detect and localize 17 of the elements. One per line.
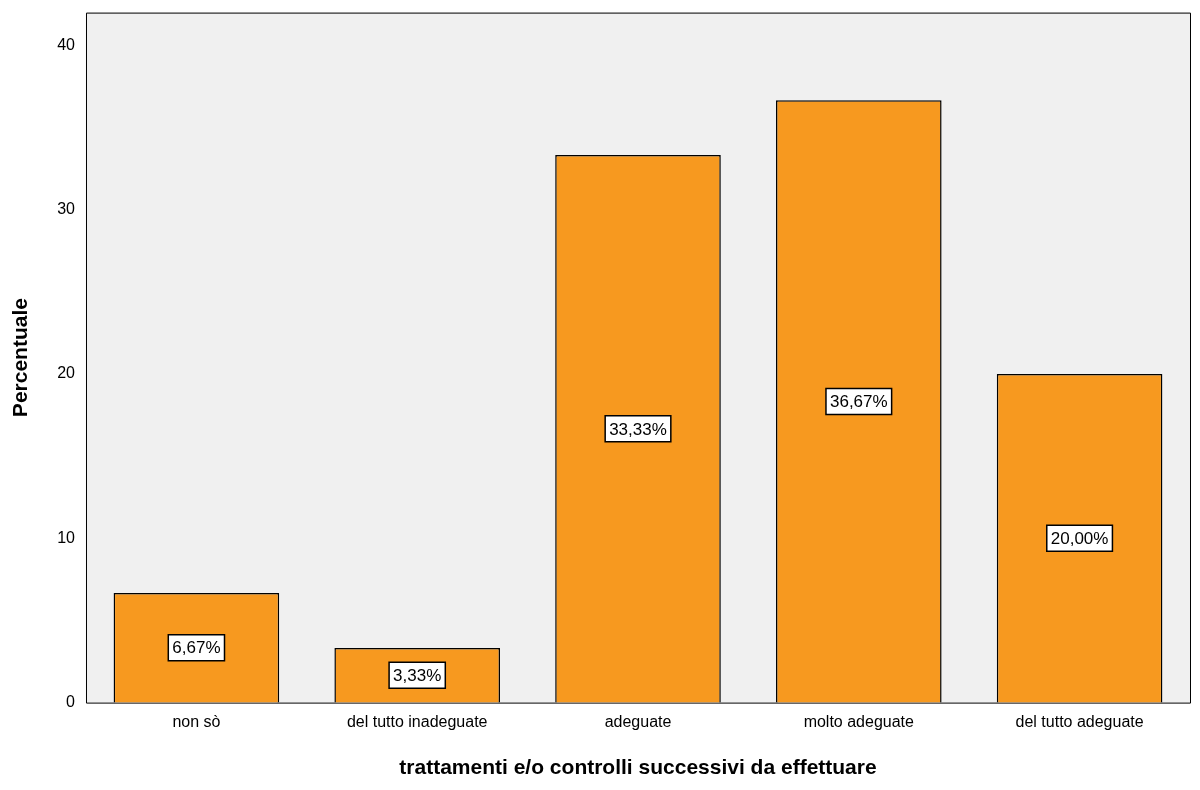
data-label: 36,67%	[829, 392, 888, 412]
x-tick-label: molto adeguate	[803, 712, 915, 730]
y-tick-label: 0	[66, 693, 76, 711]
x-tick-label: del tutto adeguate	[1015, 712, 1144, 730]
data-label: 6,67%	[172, 638, 221, 658]
y-tick-label: 20	[57, 364, 76, 382]
x-tick-label: del tutto inadeguate	[346, 712, 488, 730]
y-tick-label: 30	[57, 200, 76, 218]
data-label: 3,33%	[393, 665, 442, 685]
y-tick-label: 40	[57, 35, 76, 53]
x-tick-label: non sò	[172, 712, 221, 730]
x-tick-label: adeguate	[604, 712, 672, 730]
y-axis-title: Percentuale	[8, 298, 32, 418]
data-label: 20,00%	[1050, 529, 1109, 548]
data-label: 33,33%	[609, 419, 667, 439]
y-tick-label: 10	[57, 528, 76, 546]
x-axis-title: trattamenti e/o controlli successivi da effettuare	[399, 755, 877, 779]
